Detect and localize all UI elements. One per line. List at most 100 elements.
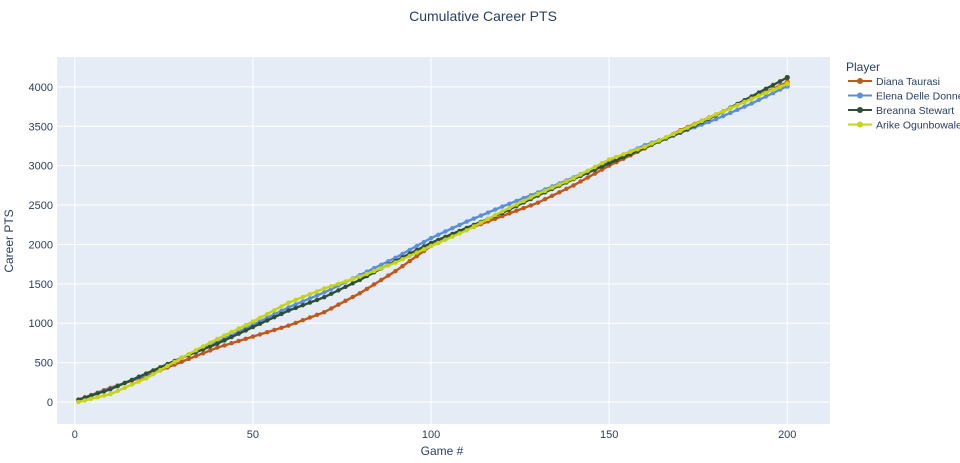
data-point [450,234,455,239]
data-point [208,344,213,349]
data-point [763,86,769,92]
data-point [101,389,107,394]
data-point [685,125,690,130]
data-point [371,282,377,287]
x-tick-label: 100 [422,429,440,441]
data-point [257,321,263,326]
data-point [592,171,598,176]
data-point [143,371,149,376]
data-point [136,379,142,384]
data-point [763,94,769,99]
data-point [386,273,391,278]
data-point [428,235,434,241]
data-point [236,338,241,344]
data-point [478,220,484,225]
data-point [300,294,305,300]
data-point [628,149,633,154]
data-point [656,138,662,143]
data-point [179,355,184,360]
data-point [250,319,256,324]
data-point [89,393,94,398]
data-point [286,308,291,313]
data-point [186,351,191,357]
data-point [307,300,313,305]
data-point [728,106,733,111]
data-point [208,340,213,345]
data-point [322,290,327,295]
data-point [471,224,476,229]
data-point [329,306,334,311]
data-point [756,93,761,98]
data-point [122,380,127,386]
data-point [279,325,284,330]
data-point [215,345,220,350]
data-point [443,229,448,234]
legend-label: Arike Ogunbowale [876,120,960,132]
data-point [635,147,640,152]
data-point [343,279,348,284]
y-tick-label: 3500 [29,121,53,133]
data-point [265,311,270,317]
chart-title: Cumulative Career PTS [409,8,557,24]
data-point [279,304,284,309]
data-point [493,212,498,218]
data-point [528,203,533,208]
data-point [749,101,754,106]
x-tick-label: 0 [72,429,78,441]
y-tick-label: 0 [47,397,53,409]
data-point [286,323,291,328]
data-point [279,311,284,317]
data-point [257,332,263,337]
data-point [606,157,612,162]
data-point [322,295,327,300]
data-point [307,296,313,301]
data-point [193,348,199,353]
data-point [272,327,277,333]
data-point [179,359,184,364]
data-point [286,300,291,305]
data-point [222,333,227,338]
axis-ticks: 0 50 100 150 2000500100015002000250030003500… [29,82,797,441]
data-point [265,318,270,323]
data-point [485,210,491,215]
data-point [599,161,605,166]
data-point [243,322,248,328]
legend-swatch-marker [857,92,863,99]
data-point [122,385,127,390]
data-point [250,334,256,339]
data-point [450,226,455,231]
y-tick-label: 4000 [29,82,53,94]
y-tick-label: 2000 [29,239,53,251]
data-point [293,320,298,326]
data-point [286,305,291,310]
data-point [82,398,88,403]
data-point [215,336,220,342]
data-point [735,102,740,108]
data-point [300,303,305,308]
data-point [549,185,555,190]
x-axis-label: Game # [421,444,464,458]
data-point [115,384,120,389]
data-point [493,207,498,212]
data-point [599,164,605,169]
data-point [770,90,776,96]
data-point [436,232,441,237]
legend-item: Diana Taurasi [848,76,940,88]
data-point [407,247,412,253]
data-point [386,259,391,264]
data-point [542,188,548,194]
data-point [307,292,313,297]
data-point [357,291,362,296]
data-point [364,271,370,277]
data-point [564,179,569,184]
data-point [350,276,355,282]
data-point [314,293,320,298]
data-point [400,257,405,262]
data-point [571,183,576,188]
series-group [76,74,790,405]
legend-items: Diana Taurasi Elena Delle Donne Breanna St… [848,76,960,132]
data-point [720,113,726,119]
data-point [692,122,697,127]
data-point [407,253,412,259]
